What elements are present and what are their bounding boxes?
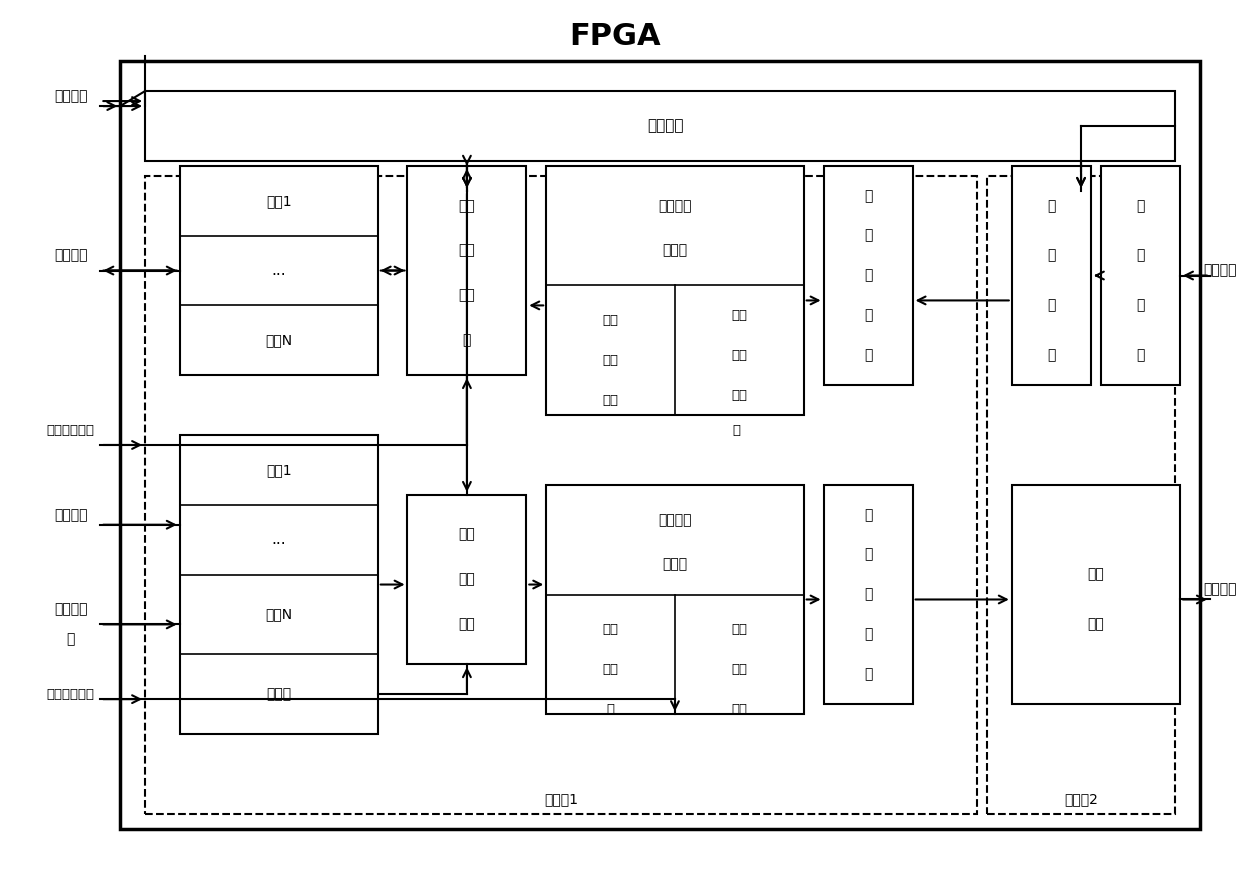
- Text: 并串: 并串: [1087, 568, 1105, 582]
- Bar: [180, 166, 378, 375]
- Text: 对方通道状态: 对方通道状态: [47, 424, 94, 437]
- Text: ...: ...: [272, 532, 286, 547]
- Text: 发送: 发送: [603, 314, 619, 327]
- Text: 帧: 帧: [864, 228, 872, 242]
- Text: 发送数据: 发送数据: [658, 513, 692, 527]
- Text: 尾: 尾: [864, 348, 872, 362]
- Text: 通道N: 通道N: [265, 607, 293, 621]
- Text: 本地通道: 本地通道: [55, 603, 88, 617]
- Bar: [546, 166, 804, 415]
- Text: 帧: 帧: [864, 548, 872, 562]
- Bar: [180, 435, 378, 734]
- Text: 帧: 帧: [864, 308, 872, 322]
- Bar: [1101, 166, 1180, 385]
- Text: 时钟域2: 时钟域2: [1064, 792, 1097, 806]
- Text: 道号: 道号: [603, 394, 619, 407]
- Text: 准: 准: [1136, 348, 1145, 362]
- Text: 转: 转: [1047, 298, 1055, 312]
- Text: 缓冲区: 缓冲区: [662, 557, 687, 571]
- Text: 道状: 道状: [732, 388, 748, 402]
- Text: 方通: 方通: [603, 354, 619, 367]
- Text: 去: 去: [864, 189, 872, 203]
- Text: 发送: 发送: [459, 199, 475, 213]
- Text: 选通: 选通: [459, 572, 475, 586]
- Text: 系统时钟: 系统时钟: [55, 89, 88, 103]
- Bar: [987, 176, 1176, 814]
- Text: 接收数据: 接收数据: [658, 199, 692, 213]
- Text: 关: 关: [463, 333, 471, 347]
- Bar: [408, 495, 526, 664]
- Text: 本地: 本地: [459, 528, 475, 542]
- Text: 通道: 通道: [732, 662, 748, 676]
- Text: 尾: 尾: [864, 668, 872, 682]
- Text: FPGA: FPGA: [569, 22, 661, 51]
- Text: 据: 据: [1136, 248, 1145, 262]
- Text: 态: 态: [733, 424, 740, 437]
- Bar: [145, 176, 977, 814]
- Bar: [823, 485, 913, 704]
- Text: 换: 换: [1047, 348, 1055, 362]
- Text: 本地: 本地: [603, 623, 619, 636]
- Text: 方选: 方选: [459, 243, 475, 257]
- Text: 通道1: 通道1: [265, 463, 291, 477]
- Text: 并: 并: [1047, 248, 1055, 262]
- Text: 帧: 帧: [864, 627, 872, 641]
- Text: 缓冲区: 缓冲区: [662, 243, 687, 257]
- Text: 通开: 通开: [459, 289, 475, 303]
- Text: 时钟管理: 时钟管理: [647, 118, 683, 134]
- Text: 串: 串: [1047, 199, 1055, 213]
- Text: 数: 数: [1136, 199, 1145, 213]
- Text: 头: 头: [864, 587, 872, 601]
- Text: 校: 校: [1136, 298, 1145, 312]
- Text: 时钟域1: 时钟域1: [544, 792, 578, 806]
- Bar: [823, 166, 913, 385]
- Text: 头: 头: [864, 269, 872, 283]
- Text: 状态: 状态: [732, 703, 748, 716]
- Text: 发送: 发送: [732, 309, 748, 322]
- Text: 转换: 转换: [1087, 618, 1105, 632]
- Bar: [145, 91, 1176, 161]
- Bar: [120, 61, 1200, 829]
- Bar: [1012, 166, 1091, 385]
- Text: 号: 号: [67, 633, 74, 647]
- Text: 开关: 开关: [459, 618, 475, 632]
- Text: 本地: 本地: [732, 623, 748, 636]
- Bar: [408, 166, 526, 375]
- Text: 串行数据: 串行数据: [1203, 263, 1236, 277]
- Text: 串行数据: 串行数据: [1203, 583, 1236, 597]
- Text: 通道N: 通道N: [265, 333, 293, 347]
- Text: 通道: 通道: [603, 662, 619, 676]
- Text: 通道1: 通道1: [265, 193, 291, 207]
- Text: 号: 号: [606, 703, 615, 716]
- Text: 接收数据: 接收数据: [55, 248, 88, 262]
- Bar: [546, 485, 804, 714]
- Text: 方通: 方通: [732, 349, 748, 361]
- Bar: [1012, 485, 1180, 704]
- Text: 发送数据: 发送数据: [55, 507, 88, 522]
- Text: 通道号: 通道号: [267, 687, 291, 701]
- Text: 本地通道状态: 本地通道状态: [47, 688, 94, 701]
- Text: 加: 加: [864, 507, 872, 522]
- Text: ...: ...: [272, 263, 286, 278]
